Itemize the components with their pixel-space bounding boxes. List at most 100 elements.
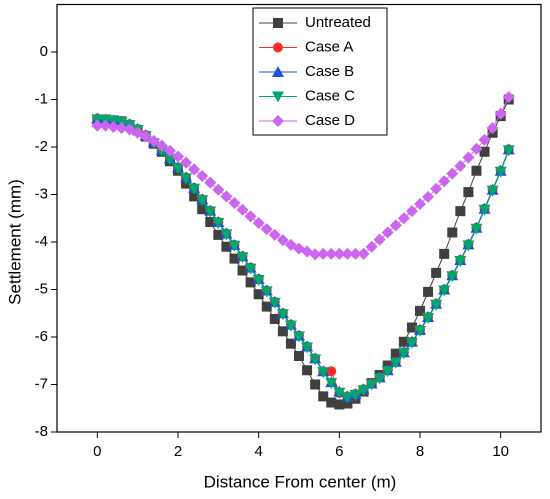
marker (163, 144, 176, 157)
marker (269, 313, 280, 324)
marker (91, 119, 104, 132)
marker (244, 210, 257, 223)
marker (277, 326, 288, 337)
marker (494, 166, 507, 178)
marker (373, 233, 386, 246)
marker (430, 182, 443, 195)
marker (317, 247, 330, 260)
marker (341, 392, 354, 404)
marker (273, 18, 283, 28)
y-axis-label: Settlement (mm) (5, 179, 24, 305)
marker (220, 190, 233, 203)
marker (253, 289, 264, 300)
marker (236, 203, 249, 216)
marker (373, 373, 386, 385)
marker (244, 263, 257, 275)
marker (245, 277, 256, 288)
marker (463, 187, 474, 198)
marker (155, 139, 168, 152)
marker (486, 185, 499, 197)
marker (276, 234, 289, 247)
marker (326, 366, 337, 377)
marker (415, 305, 425, 316)
legend-label: Case A (305, 38, 353, 55)
marker (334, 399, 345, 410)
marker (502, 91, 515, 104)
marker (326, 397, 337, 408)
marker (486, 122, 499, 134)
x-axis-label: Distance From center (m) (204, 472, 397, 491)
marker (309, 354, 322, 366)
marker (325, 378, 338, 390)
marker (284, 320, 297, 332)
marker (204, 206, 217, 218)
marker (325, 247, 338, 260)
marker (398, 336, 409, 347)
plot-frame (56, 3, 542, 433)
marker (381, 366, 394, 378)
marker (342, 398, 353, 409)
marker (139, 130, 152, 143)
marker (381, 226, 394, 239)
marker (454, 160, 467, 172)
marker (196, 195, 209, 207)
marker (252, 275, 265, 286)
marker (349, 389, 362, 401)
marker (389, 219, 402, 232)
y-tick-label: -7 (35, 375, 48, 392)
marker (188, 183, 201, 195)
marker (221, 241, 232, 252)
marker (333, 247, 346, 260)
marker (478, 204, 491, 216)
marker (423, 286, 434, 297)
marker (252, 217, 265, 229)
x-tick-label: 4 (254, 443, 262, 460)
marker (260, 223, 273, 236)
marker (302, 365, 313, 376)
marker (189, 191, 200, 202)
y-tick-label: 0 (40, 43, 48, 60)
marker (273, 42, 283, 53)
marker (462, 240, 475, 252)
marker (188, 163, 201, 176)
y-tick-label: -2 (35, 138, 48, 155)
marker (276, 309, 289, 321)
marker (309, 248, 322, 261)
marker (228, 240, 241, 252)
marker (285, 338, 296, 349)
marker (454, 256, 467, 267)
marker (172, 163, 184, 175)
y-tick-label: -5 (35, 280, 48, 297)
marker (446, 167, 459, 180)
marker (268, 228, 281, 241)
series (91, 91, 515, 261)
marker (446, 271, 459, 283)
legend-label: Case D (305, 112, 355, 129)
marker (422, 190, 435, 203)
marker (397, 348, 410, 360)
x-tick-label: 0 (93, 443, 101, 460)
marker (317, 367, 330, 379)
marker (180, 156, 193, 169)
marker (389, 357, 402, 369)
marker (455, 206, 466, 217)
marker (272, 115, 284, 127)
legend-label: Case C (305, 87, 355, 104)
marker (471, 165, 482, 176)
marker (365, 240, 378, 253)
marker (341, 247, 354, 260)
marker (260, 286, 273, 298)
marker (502, 145, 515, 157)
marker (107, 121, 120, 134)
marker (357, 247, 370, 260)
marker (213, 229, 224, 240)
marker (228, 197, 241, 210)
y-tick-label: -4 (35, 233, 48, 250)
marker (293, 331, 305, 343)
marker (212, 218, 225, 229)
marker (310, 379, 321, 390)
marker (414, 325, 426, 337)
marker (430, 299, 443, 311)
marker (236, 252, 249, 264)
